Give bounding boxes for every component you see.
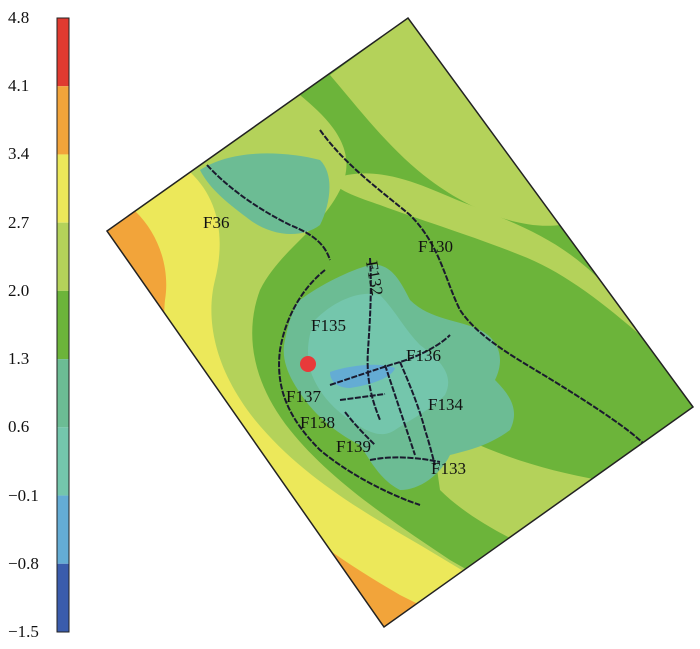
fault-F134: [384, 364, 416, 456]
zone-yellow: [107, 172, 470, 627]
fault-label-f136: F136: [406, 346, 441, 365]
colorbar-band: [57, 427, 69, 496]
colorbar-tick-label: 4.8: [8, 8, 30, 27]
fault-F136: [329, 334, 451, 386]
fault-label-f138: F138: [300, 413, 335, 432]
colorbar-tick-label: 2.7: [8, 212, 30, 232]
zone-light-green-se: [430, 407, 693, 560]
fault-label-f134: F134: [428, 395, 463, 414]
colorbar-border: [56, 17, 70, 633]
fault-F132: [366, 257, 381, 421]
colorbar-band: [57, 18, 69, 87]
colorbar-band: [57, 86, 69, 155]
well-marker: [300, 356, 316, 372]
fault-label-f36: F36: [203, 213, 229, 232]
colorbar-band: [57, 495, 69, 564]
zone-light-green-ne: [330, 18, 560, 226]
fault-label-f130: F130: [418, 237, 453, 256]
fault-F130: [319, 129, 646, 446]
contour-map: [107, 18, 693, 627]
fault-F138: [339, 393, 386, 401]
colorbar: [56, 17, 70, 633]
colorbar-band: [57, 563, 69, 632]
fault-F133-south: [369, 456, 441, 463]
colorbar-tick-label: −0.1: [8, 485, 39, 505]
colorbar-band: [57, 290, 69, 360]
colorbar-tick-label: 1.3: [8, 349, 30, 369]
fault-label-f137: F137: [286, 387, 321, 406]
colorbar-band: [57, 222, 69, 291]
fault-label-f139: F139: [336, 437, 371, 456]
colorbar-band: [57, 154, 69, 223]
fault-F36: [206, 164, 331, 261]
colorbar-tick-label: −1.5: [8, 622, 39, 641]
zone-blue-patch: [330, 364, 395, 388]
fault-lines: [206, 129, 646, 506]
colorbar-tick-label: 4.1: [8, 76, 30, 96]
colorbar-tick-label: 2.0: [8, 280, 30, 300]
colorbar-tick-label: 0.6: [8, 417, 30, 437]
fault-F137-west: [278, 269, 421, 506]
zone-orange: [107, 211, 430, 627]
fault-label-f135: F135: [311, 316, 346, 335]
fault-F133: [399, 361, 436, 466]
colorbar-tick-label: 3.4: [8, 144, 30, 164]
zone-teal-nw: [200, 153, 330, 235]
fault-label-f133: F133: [431, 459, 466, 478]
colorbar-tick-label: −0.8: [8, 553, 39, 573]
colorbar-band: [57, 359, 69, 428]
fault-F139: [344, 411, 376, 446]
map-frame: [105, 16, 695, 629]
